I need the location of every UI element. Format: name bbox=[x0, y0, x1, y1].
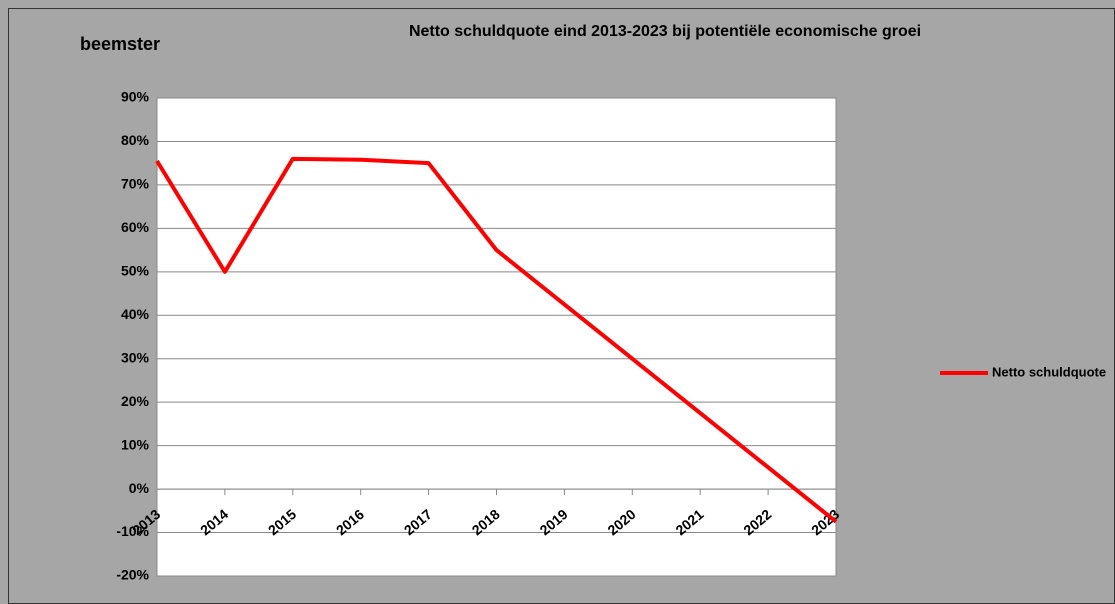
subtitle: beemster bbox=[80, 34, 160, 54]
chart-title: Netto schuldquote eind 2013-2023 bij pot… bbox=[409, 23, 921, 40]
y-tick-label: 20% bbox=[121, 393, 150, 409]
y-tick-label: 90% bbox=[121, 89, 150, 105]
y-tick-label: 60% bbox=[121, 219, 150, 235]
y-tick-label: 30% bbox=[121, 349, 150, 365]
y-tick-label: 10% bbox=[121, 436, 150, 452]
y-tick-label: 50% bbox=[121, 263, 150, 279]
y-tick-label: 70% bbox=[121, 176, 150, 192]
y-tick-label: -20% bbox=[116, 567, 149, 583]
legend-label: Netto schuldquote bbox=[992, 364, 1106, 379]
y-tick-label: 0% bbox=[129, 480, 150, 496]
y-tick-label: 40% bbox=[121, 306, 150, 322]
line-series bbox=[155, 156, 838, 524]
y-tick-label: 80% bbox=[121, 132, 150, 148]
plot-area bbox=[156, 97, 837, 577]
y-tick-label: -10% bbox=[116, 523, 149, 539]
